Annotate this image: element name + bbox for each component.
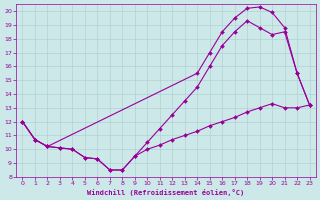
X-axis label: Windchill (Refroidissement éolien,°C): Windchill (Refroidissement éolien,°C): [87, 189, 245, 196]
